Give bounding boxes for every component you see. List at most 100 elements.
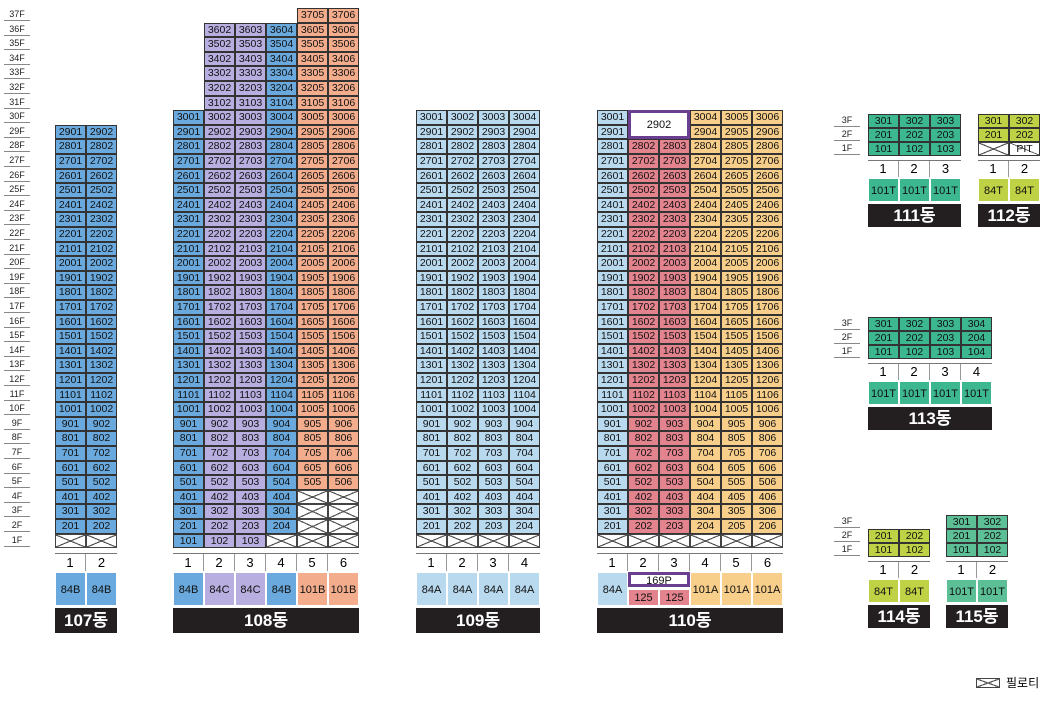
unit-cell[interactable]: 303 [930,317,961,331]
unit-cell[interactable]: 2904 [690,124,721,140]
unit-cell[interactable]: 2001 [416,256,447,271]
unit-cell[interactable]: 1603 [659,314,690,330]
unit-cell[interactable]: 602 [86,460,117,476]
unit-cell[interactable]: 2806 [752,139,783,154]
unit-cell[interactable]: 1102 [628,387,659,403]
unit-cell[interactable]: 3506 [328,37,359,52]
unit-cell[interactable]: 2005 [721,256,752,271]
unit-cell[interactable]: 1101 [416,387,447,403]
unit-cell[interactable]: 806 [328,431,359,446]
unit-cell[interactable]: 701 [55,446,86,461]
unit-cell[interactable]: 201 [868,529,899,543]
unit-cell[interactable]: 1601 [597,314,628,330]
unit-cell[interactable]: 1704 [509,300,540,315]
unit-cell[interactable]: 804 [266,431,297,446]
unit-cell[interactable]: 2104 [266,241,297,257]
unit-cell[interactable]: 2202 [204,227,235,242]
unit-cell[interactable]: 1501 [55,329,86,344]
unit-cell[interactable]: 1604 [690,314,721,330]
unit-cell[interactable]: 2702 [86,154,117,169]
unit-cell[interactable]: 1903 [478,270,509,286]
unit-cell[interactable]: 2301 [173,212,204,227]
unit-cell[interactable]: 2201 [416,227,447,242]
unit-cell[interactable]: 2901 [55,124,86,140]
unit-cell[interactable]: 1702 [204,300,235,315]
unit-cell[interactable]: 203 [478,519,509,534]
unit-cell[interactable]: 401 [173,489,204,505]
unit-cell[interactable]: 402 [86,489,117,505]
unit-cell[interactable]: 3605 [297,22,328,38]
unit-cell[interactable]: 1203 [659,373,690,388]
unit-cell[interactable]: 803 [478,431,509,446]
unit-cell[interactable]: 1301 [173,358,204,373]
unit-cell[interactable]: 2804 [266,139,297,154]
unit-cell[interactable]: 2704 [690,154,721,169]
unit-cell[interactable]: 1501 [597,329,628,344]
unit-cell[interactable]: 301 [978,114,1009,128]
unit-cell[interactable]: 1903 [659,270,690,286]
unit-cell[interactable]: 3105 [297,95,328,111]
unit-cell[interactable]: 804 [690,431,721,446]
unit-cell[interactable]: 3005 [297,110,328,125]
unit-cell[interactable]: 2804 [690,139,721,154]
unit-cell[interactable]: 203 [235,519,266,534]
unit-cell[interactable]: 1401 [416,343,447,359]
unit-cell[interactable]: 2403 [478,197,509,213]
unit-cell[interactable]: 604 [690,460,721,476]
unit-cell[interactable]: 2202 [447,227,478,242]
unit-cell[interactable]: 2101 [55,241,86,257]
unit-cell[interactable]: 603 [235,460,266,476]
unit-cell[interactable]: 2103 [235,241,266,257]
unit-cell[interactable]: 3104 [266,95,297,111]
unit-cell[interactable]: 2303 [659,212,690,227]
unit-cell[interactable]: 3606 [328,22,359,38]
unit-cell[interactable]: 2406 [752,197,783,213]
unit-cell[interactable]: 2503 [235,183,266,198]
unit-cell[interactable]: 2806 [328,139,359,154]
unit-cell[interactable]: 404 [690,489,721,505]
unit-cell[interactable]: 3004 [690,110,721,125]
unit-cell[interactable]: 703 [235,446,266,461]
unit-cell[interactable]: 2006 [752,256,783,271]
unit-cell[interactable]: 603 [478,460,509,476]
unit-cell[interactable]: 1705 [297,300,328,315]
unit-cell[interactable]: 1504 [509,329,540,344]
unit-cell[interactable]: 301 [868,317,899,331]
unit-cell[interactable]: 1802 [447,285,478,300]
unit-cell[interactable]: 501 [173,475,204,490]
unit-cell[interactable]: 1805 [721,285,752,300]
unit-cell[interactable]: 2706 [752,154,783,169]
unit-cell[interactable]: 2801 [416,139,447,154]
unit-cell[interactable]: 3405 [297,51,328,67]
unit-cell[interactable]: 2802 [86,139,117,154]
unit-cell[interactable]: 2901 [597,124,628,140]
unit-cell[interactable]: 1902 [447,270,478,286]
unit-cell[interactable]: 1704 [690,300,721,315]
unit-cell[interactable]: 2103 [659,241,690,257]
unit-cell[interactable]: 302 [977,515,1008,529]
unit-cell[interactable]: 2604 [509,168,540,184]
unit-cell[interactable]: 403 [659,489,690,505]
unit-cell[interactable]: 3403 [235,51,266,67]
unit-cell[interactable]: 2803 [235,139,266,154]
unit-cell[interactable]: 201 [978,128,1009,142]
unit-cell[interactable]: 601 [416,460,447,476]
unit-cell[interactable]: 801 [597,431,628,446]
unit-cell[interactable]: 1005 [297,402,328,417]
unit-cell[interactable]: 1902 [86,270,117,286]
unit-cell[interactable]: 1806 [752,285,783,300]
unit-cell[interactable]: 2605 [721,168,752,184]
unit-cell[interactable]: 1603 [235,314,266,330]
unit-cell[interactable]: 2302 [628,212,659,227]
unit-cell[interactable]: 1602 [204,314,235,330]
unit-cell[interactable]: 2606 [328,168,359,184]
unit-cell[interactable]: 801 [416,431,447,446]
unit-cell[interactable]: 502 [628,475,659,490]
unit-cell[interactable]: 202 [977,529,1008,543]
unit-cell[interactable]: 2505 [297,183,328,198]
unit-cell[interactable]: 805 [297,431,328,446]
unit-cell[interactable]: 101 [868,345,899,359]
unit-cell[interactable]: 1001 [416,402,447,417]
unit-cell[interactable]: 804 [509,431,540,446]
unit-cell[interactable]: 204 [509,519,540,534]
